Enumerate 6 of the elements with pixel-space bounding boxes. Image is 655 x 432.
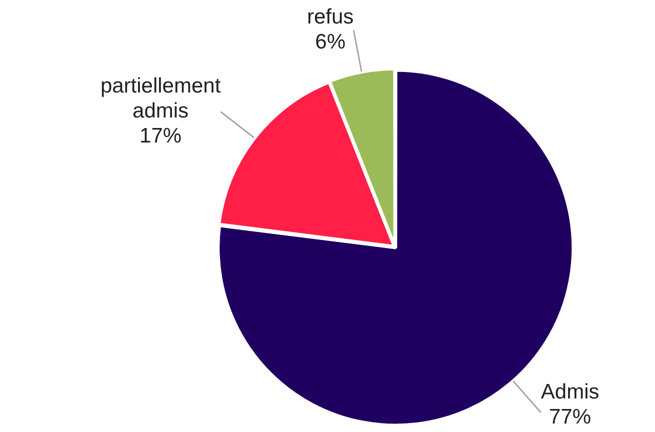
data-label: 6% [315,30,346,54]
slice-label: refus [306,6,354,29]
slice-label: Admis [540,380,600,404]
data-label: 77% [549,405,592,428]
data-label: 17% [140,124,182,148]
slice-label: partiellement admis [100,74,221,123]
